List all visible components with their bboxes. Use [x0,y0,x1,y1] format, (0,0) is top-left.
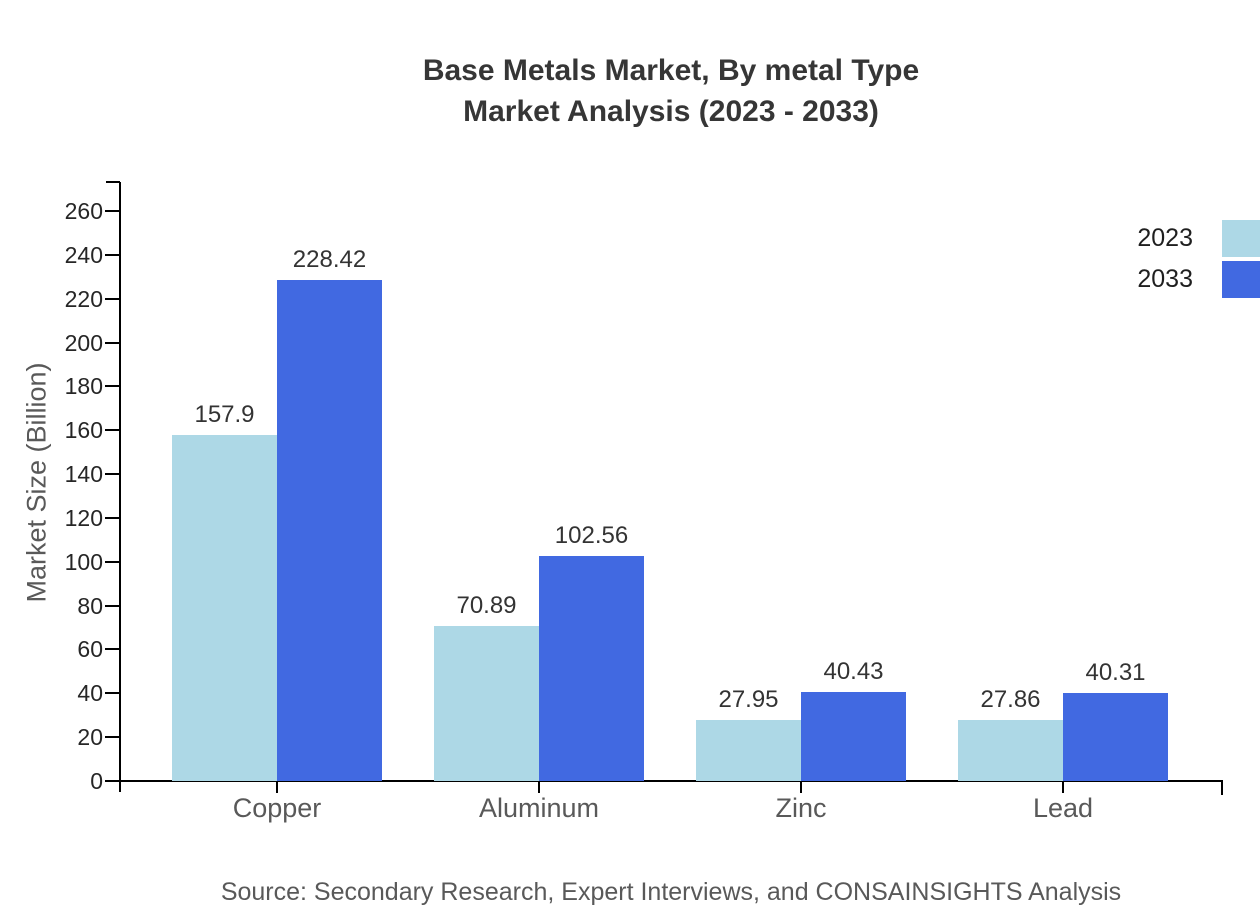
y-tick-label: 60 [77,636,103,663]
bar-2023-lead [958,719,1063,781]
y-tick-label: 240 [64,241,103,268]
chart-title: Base Metals Market, By metal Type Market… [120,50,1222,132]
bar-2033-lead [1063,692,1168,781]
bar-value-label: 70.89 [456,591,517,619]
legend-swatch [1222,261,1260,298]
source-note: Source: Secondary Research, Expert Inter… [220,878,1122,906]
y-axis-tick [105,736,120,739]
legend-swatch [1222,220,1260,257]
legend: 2023 2033 [1137,218,1260,300]
bar-2033-copper [277,280,382,781]
bar-2033-aluminum [539,556,644,781]
x-axis-tick [276,782,278,793]
y-axis-tick [105,780,120,782]
y-tick-label: 20 [77,724,103,751]
bar-value-label: 228.42 [292,246,367,274]
y-axis-tick [105,560,120,563]
x-axis-end-cap [1221,780,1223,795]
y-axis-tick [105,692,120,695]
y-tick-label: 0 [90,768,103,794]
y-axis-tick [105,253,120,256]
bar-value-label: 40.43 [823,658,884,686]
y-axis-top-cap [106,181,120,183]
chart-title-line1: Base Metals Market, By metal Type [422,54,920,87]
legend-item-2023: 2023 [1137,218,1260,259]
bar-2023-zinc [696,719,801,781]
x-category-label: Copper [232,793,322,823]
bar-value-label: 27.86 [980,685,1041,713]
y-tick-label: 160 [64,417,103,444]
y-axis-tick [105,473,120,476]
legend-label: 2033 [1137,265,1193,293]
x-axis-tick [1062,782,1064,793]
y-tick-label: 200 [64,329,103,356]
y-tick-label: 220 [64,285,103,312]
x-category-label: Lead [1032,793,1094,823]
y-axis-tick [105,210,120,212]
y-axis-tick [105,385,120,388]
y-tick-label: 120 [64,504,103,531]
bar-2023-aluminum [434,625,539,781]
y-axis-tick [105,604,120,607]
bar-value-label: 102.56 [554,522,629,550]
bar-2033-zinc [801,692,906,781]
y-axis-tick [105,648,120,651]
y-tick-label: 40 [77,680,103,707]
bar-2023-copper [172,434,277,781]
bar-value-label: 27.95 [718,685,779,713]
x-axis-tick [538,782,540,793]
chart-title-line2: Market Analysis (2023 - 2033) [463,95,879,128]
bar-value-label: 157.9 [194,400,255,428]
x-axis-line [105,780,1223,782]
x-category-label: Aluminum [478,793,600,823]
y-tick-label: 80 [77,592,103,619]
x-category-label: Zinc [775,793,827,823]
x-axis-tick [800,782,802,793]
bar-value-label: 40.31 [1085,658,1146,686]
y-axis-tick [105,516,120,519]
y-axis-line [119,182,121,792]
y-axis-tick [105,429,120,432]
y-axis-tick [105,341,120,344]
y-tick-label: 100 [64,548,103,575]
y-axis-tick [105,297,120,300]
y-tick-label: 140 [64,461,103,488]
y-tick-label: 180 [64,373,103,400]
y-tick-label: 260 [64,198,103,224]
legend-item-2033: 2033 [1137,259,1260,300]
legend-label: 2023 [1137,224,1193,252]
